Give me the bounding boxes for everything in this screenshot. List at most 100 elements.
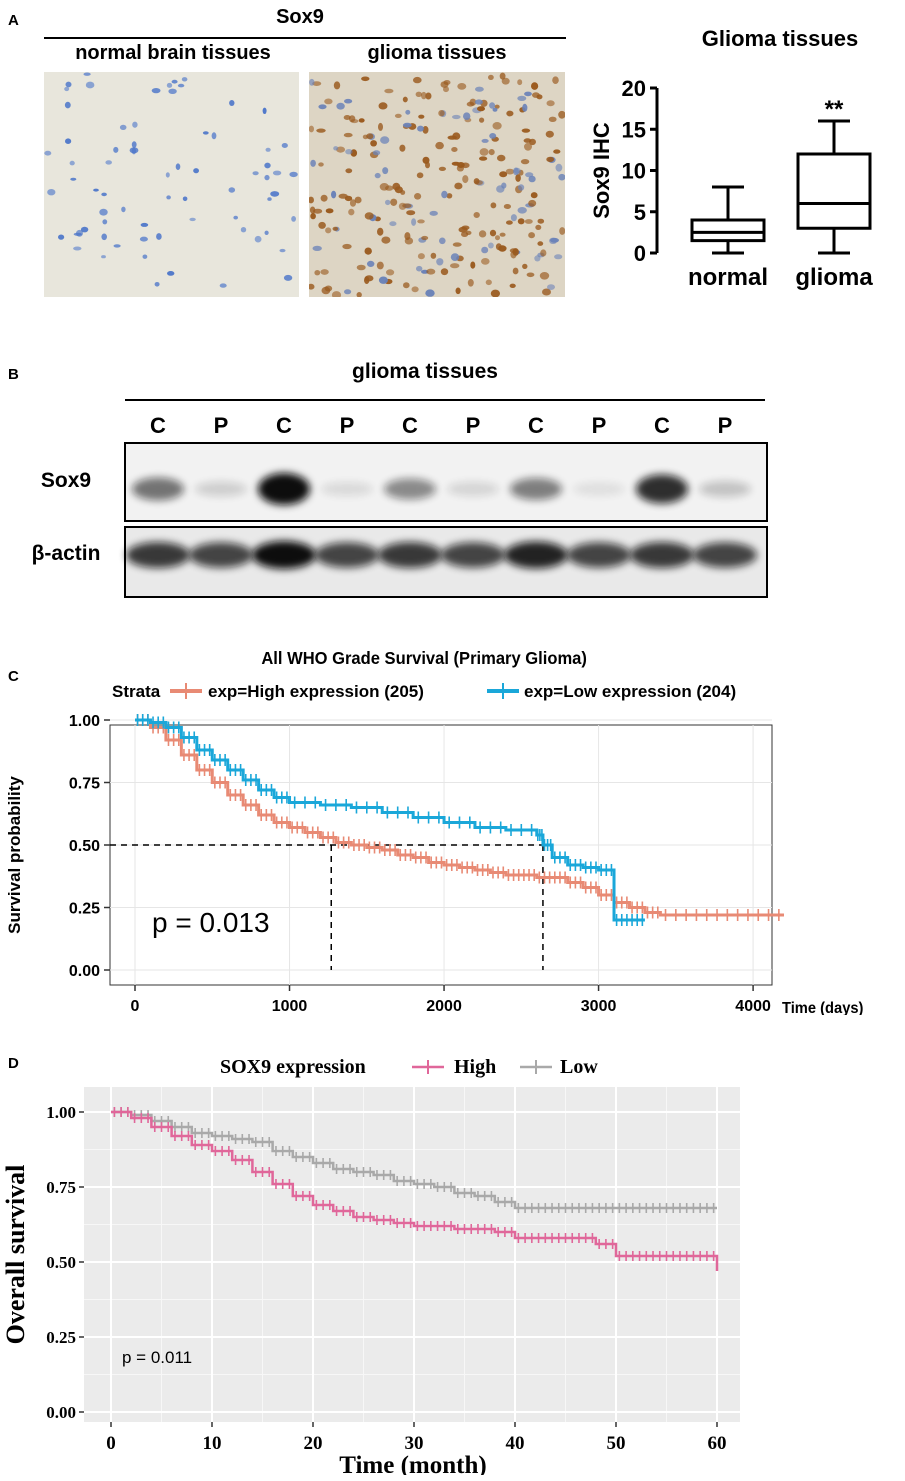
panel-a-label: A [8,12,19,29]
sox9-band [132,477,184,501]
western-title-underline [125,399,765,401]
y-tick-label: 0.50 [69,838,100,855]
actin-band [378,542,442,568]
x-tick-label: 1000 [272,998,308,1015]
stained-nucleus [547,284,555,290]
stained-nucleus [492,122,502,130]
stained-nucleus [262,107,267,114]
glioma-tissue-micrograph [309,72,565,297]
stained-nucleus [384,88,394,94]
actin-frame [124,526,768,598]
actin-band [252,541,316,569]
lane-label: P [592,413,607,438]
x-axis-label: Time (month) [339,1452,486,1475]
stained-nucleus [386,269,395,276]
y-tick-label: 0.75 [69,776,100,793]
normal-tissue-micrograph [44,72,299,297]
stained-nucleus [379,183,389,191]
stained-nucleus [452,132,461,140]
y-tick-label: 15 [622,117,646,142]
stained-nucleus [318,162,324,167]
x-tick-label: 0 [106,1433,116,1454]
stained-nucleus [499,171,508,178]
stained-nucleus [324,98,333,105]
x-tick-label: 0 [131,998,140,1015]
lane-label: P [718,413,733,438]
actin-band [693,542,757,568]
stained-nucleus [490,202,497,209]
boxplot-title: Glioma tissues [701,26,859,51]
stained-nucleus [454,182,463,190]
stained-nucleus [165,172,170,178]
sox9-band [447,481,499,497]
km-curve [135,718,645,922]
stained-nucleus [430,252,437,259]
sox9-band [258,473,310,505]
sox9-frame [124,442,768,522]
stained-nucleus [552,76,559,84]
stained-nucleus [105,160,112,165]
stained-nucleus [558,110,565,119]
stained-nucleus [356,292,362,297]
stained-nucleus [540,249,547,257]
stained-nucleus [80,226,89,233]
stained-nucleus [478,230,487,238]
y-tick-label: 0.50 [46,1253,76,1272]
x-tick-label: 4000 [735,998,771,1015]
stained-nucleus [318,221,326,229]
stained-nucleus [366,133,374,140]
stained-nucleus [333,146,339,151]
legend-title: SOX9 expression [220,1056,366,1078]
stained-nucleus [555,163,563,172]
stained-nucleus [394,113,402,118]
stained-nucleus [166,195,171,200]
stained-nucleus [414,193,422,200]
stained-nucleus [429,210,438,216]
stained-nucleus [497,154,506,162]
sox9-band [636,474,688,504]
stained-nucleus [181,77,188,82]
stained-nucleus [349,199,357,207]
stained-nucleus [240,227,247,233]
stained-nucleus [336,146,345,153]
stained-nucleus [534,255,541,262]
stained-nucleus [358,118,365,123]
stained-nucleus [70,177,77,181]
y-tick-label: 0.00 [46,1403,76,1422]
stained-nucleus [336,102,345,110]
y-axis-label: Survival probability [5,776,24,934]
normal-column-label: normal brain tissues [75,42,271,64]
stained-nucleus [438,166,446,171]
stained-nucleus [64,101,71,109]
km-curve [111,1110,717,1210]
stained-nucleus [344,98,353,104]
chart-title: All WHO Grade Survival (Primary Glioma) [261,647,587,668]
x-tick-label: 60 [708,1433,727,1454]
panel-b-label: B [8,366,19,383]
stained-nucleus [417,125,424,132]
stained-nucleus [189,217,196,222]
stained-nucleus [140,222,149,227]
stained-nucleus [526,272,535,278]
stained-nucleus [436,258,444,266]
stained-nucleus [101,255,106,259]
stained-nucleus [499,232,506,237]
stained-nucleus [512,267,519,275]
stained-nucleus [182,196,188,202]
stained-nucleus [316,128,326,133]
stained-nucleus [461,225,470,230]
stained-nucleus [530,192,538,199]
stained-nucleus [517,95,527,101]
actin-band [441,542,505,568]
sox9-band [699,481,751,497]
stained-nucleus [64,86,70,92]
y-tick-label: 20 [622,76,646,101]
stained-nucleus [364,247,372,255]
stained-nucleus [356,264,366,271]
stained-nucleus [446,193,453,199]
stained-nucleus [452,114,461,120]
western-blot: C P C P C P C P C P Sox9 β-actin [32,413,768,598]
stained-nucleus [404,237,414,245]
stained-nucleus [229,100,235,106]
stained-nucleus [342,243,352,250]
